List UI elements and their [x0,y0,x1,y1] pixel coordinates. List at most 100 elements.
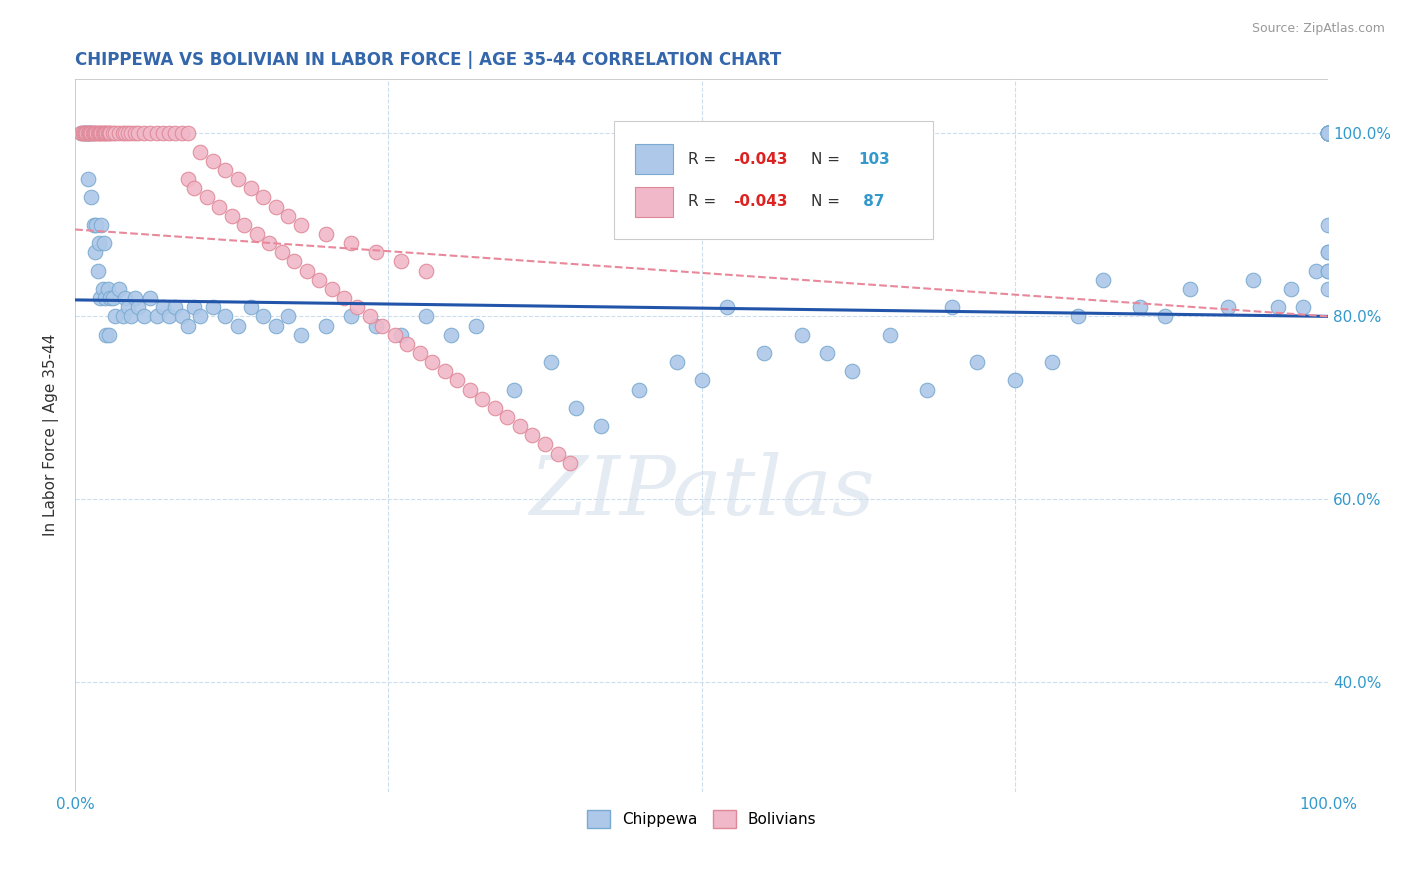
Point [1317,218,1340,232]
Point [127,300,149,314]
Point [83,218,105,232]
Point [79,127,101,141]
Point [86,218,108,232]
Point [359,310,381,324]
Point [82,127,104,141]
Point [104,310,127,324]
Point [83,127,105,141]
Point [73,127,96,141]
Point [226,318,249,333]
Point [93,127,115,141]
Point [389,254,412,268]
Point [591,419,613,434]
Point [90,127,112,141]
Point [522,428,544,442]
Point [1317,127,1340,141]
Point [214,310,236,324]
Point [91,282,114,296]
Point [79,127,101,141]
Point [165,300,187,314]
Point [87,127,110,141]
Point [815,346,838,360]
Point [89,127,111,141]
Point [233,218,256,232]
Point [94,291,117,305]
Point [75,127,97,141]
Point [221,209,243,223]
Text: N =: N = [811,194,845,210]
Point [75,127,97,141]
Point [665,355,688,369]
Point [97,127,120,141]
Point [295,263,318,277]
Point [384,327,406,342]
Point [1317,263,1340,277]
Point [364,318,387,333]
Point [1279,282,1302,296]
Point [1317,127,1340,141]
Point [371,318,394,333]
Point [98,291,121,305]
Point [121,127,143,141]
Point [290,218,312,232]
Point [1129,300,1152,314]
Point [252,310,274,324]
Point [124,127,146,141]
Point [170,310,193,324]
Point [80,190,103,204]
Point [108,127,131,141]
Point [208,200,231,214]
Point [86,127,108,141]
Text: N =: N = [811,152,845,167]
Y-axis label: In Labor Force | Age 35-44: In Labor Force | Age 35-44 [44,334,59,536]
Bar [636,145,673,174]
Point [1317,127,1340,141]
Text: ZIPatlas: ZIPatlas [529,452,875,533]
Point [966,355,988,369]
Point [415,310,437,324]
Point [1241,273,1264,287]
Point [132,127,155,141]
Point [139,127,162,141]
Point [76,127,98,141]
Point [91,127,114,141]
Text: CHIPPEWA VS BOLIVIAN IN LABOR FORCE | AGE 35-44 CORRELATION CHART: CHIPPEWA VS BOLIVIAN IN LABOR FORCE | AG… [75,51,782,69]
Point [1317,127,1340,141]
Point [465,318,488,333]
Point [1180,282,1202,296]
Point [75,127,97,141]
Point [484,401,506,415]
Point [87,236,110,251]
Point [82,127,104,141]
Point [420,355,443,369]
Point [86,127,108,141]
Point [152,300,174,314]
Point [183,300,205,314]
Point [1004,373,1026,387]
Point [1317,127,1340,141]
Point [157,127,180,141]
Text: 103: 103 [858,152,890,167]
Point [84,245,107,260]
Point [1317,127,1340,141]
Point [114,291,136,305]
Text: -0.043: -0.043 [733,194,787,210]
Point [1292,300,1315,314]
Point [96,127,118,141]
Point [86,263,108,277]
Legend: Chippewa, Bolivians: Chippewa, Bolivians [581,804,823,834]
Point [547,446,569,460]
Point [239,300,262,314]
Bar [636,187,673,217]
Point [346,300,368,314]
Point [1066,310,1088,324]
Point [73,127,96,141]
Point [440,327,463,342]
Point [145,127,167,141]
Point [290,327,312,342]
Point [190,310,212,324]
Point [315,227,337,241]
Point [321,282,343,296]
Point [108,282,131,296]
Point [121,310,143,324]
